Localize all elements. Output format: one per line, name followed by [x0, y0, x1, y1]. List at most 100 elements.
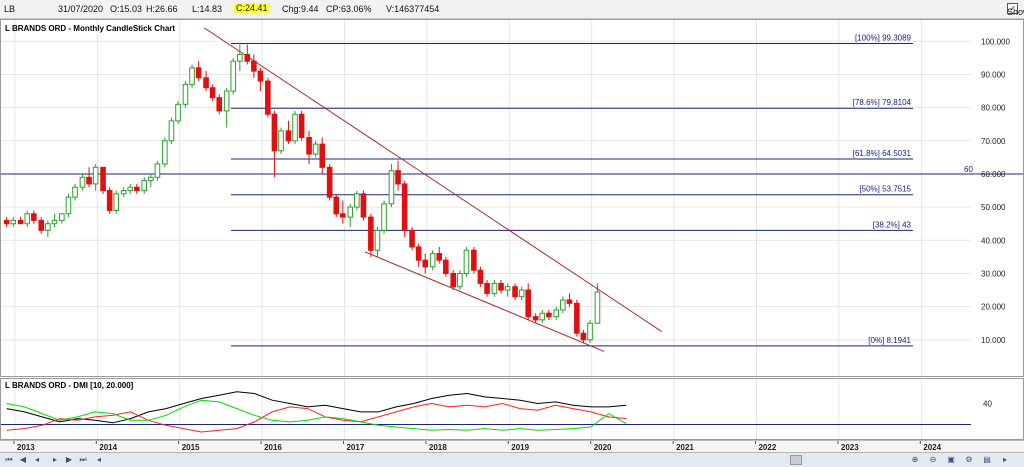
- y-tick-label: 100.000: [981, 37, 1010, 46]
- candle-body: [182, 83, 189, 105]
- candle: [189, 64, 195, 88]
- quote-status-bar: LB 31/07/2020 O:15.03 H:26.66 L:14.83 C:…: [0, 0, 1024, 19]
- last-page-icon[interactable]: ⏭: [79, 455, 87, 464]
- candle: [539, 309, 546, 324]
- candle-body: [553, 309, 560, 318]
- candle-body: [484, 282, 490, 294]
- step-forward-icon[interactable]: ▸: [52, 455, 57, 464]
- candle-body: [306, 136, 312, 155]
- candle-body: [24, 213, 31, 225]
- y-tick-label: 30.000: [981, 269, 1006, 278]
- candle: [422, 253, 429, 274]
- candle: [443, 256, 449, 277]
- zoom-out-icon[interactable]: ⊖: [929, 455, 937, 464]
- candle-body: [319, 143, 326, 168]
- chart-grid: 60: [1, 20, 1023, 376]
- candle-body: [154, 163, 161, 178]
- candle-body: [512, 286, 518, 298]
- fibonacci-levels: [100%] 99.3089 [78.6%] 79.8104 [61.8%] 64.…: [231, 34, 913, 347]
- candle: [587, 319, 593, 344]
- fit-icon[interactable]: ▣: [947, 455, 955, 464]
- candle-body: [162, 140, 168, 165]
- candle-body: [92, 166, 99, 185]
- candle: [333, 193, 340, 218]
- trendline[interactable]: [364, 251, 605, 352]
- candle-body: [17, 219, 24, 225]
- dmi-series-line: [6, 399, 627, 431]
- first-page-icon[interactable]: ⏮: [5, 455, 13, 464]
- candle: [374, 227, 381, 257]
- candle-body: [422, 259, 429, 268]
- candle: [532, 313, 539, 324]
- candle: [154, 160, 161, 181]
- candle: [436, 246, 443, 264]
- candlestick-chart-panel[interactable]: 60 [100%] 99.3089 [78.6%] 79.8104 [61.8%] …: [0, 19, 1024, 377]
- candle-body: [518, 289, 525, 298]
- scroll-left-icon[interactable]: ◂: [96, 455, 101, 464]
- candlestick-chart[interactable]: 60 [100%] 99.3089 [78.6%] 79.8104 [61.8%] …: [1, 20, 1023, 376]
- fib-level-label: [100%] 99.3089: [855, 34, 912, 43]
- x-tick-label: 2020: [594, 443, 612, 452]
- candle-body: [574, 302, 580, 334]
- candle-body: [59, 213, 65, 221]
- show-last-label: Show Last: [1007, 7, 1024, 17]
- x-tick-label: 2015: [182, 443, 200, 452]
- candle-body: [79, 176, 86, 188]
- candle-body: [368, 216, 374, 251]
- zoom-in-icon[interactable]: ⊕: [911, 455, 919, 464]
- candle: [195, 61, 202, 82]
- candle-body: [381, 203, 387, 231]
- dmi-series-lines: [6, 391, 627, 433]
- candle: [415, 243, 422, 267]
- fib-level-label: [0%] 8.1941: [868, 336, 911, 345]
- candle: [182, 81, 189, 108]
- page-forward-icon[interactable]: ▶: [65, 455, 73, 464]
- candle-body: [134, 186, 140, 192]
- candle: [3, 217, 10, 228]
- dmi-series-line: [6, 391, 627, 424]
- candle: [168, 117, 175, 145]
- candle-body: [65, 196, 72, 215]
- settings-icon[interactable]: ⚙: [965, 455, 973, 464]
- candle: [484, 280, 490, 297]
- step-back-icon[interactable]: ◂: [34, 455, 39, 464]
- candle-body: [415, 246, 422, 261]
- candle: [216, 94, 223, 115]
- candle-body: [326, 166, 333, 198]
- y-tick-label: 40.000: [981, 236, 1006, 245]
- candle: [141, 177, 148, 194]
- candle-body: [532, 316, 539, 321]
- scroll-right-icon[interactable]: ▸: [1002, 455, 1007, 464]
- candle-body: [587, 322, 593, 341]
- candle-body: [429, 253, 436, 268]
- show-last-toggle[interactable]: ✓ Show Last: [1007, 3, 1024, 17]
- dmi-indicator-panel[interactable]: 40 L BRANDS ORD - DMI [10, 20.000]: [0, 378, 1024, 440]
- candle: [580, 329, 587, 344]
- candle: [38, 217, 45, 234]
- candle-body: [580, 332, 587, 341]
- print-icon[interactable]: ▤: [983, 455, 991, 464]
- horizontal-scrollbar-thumb[interactable]: [790, 455, 802, 465]
- candle: [368, 213, 374, 257]
- candle-body: [113, 193, 120, 211]
- x-tick-label: 2017: [346, 443, 364, 452]
- candle: [237, 44, 243, 72]
- page-back-icon[interactable]: ◀: [19, 455, 27, 464]
- candle: [553, 306, 560, 320]
- candle-body: [10, 219, 17, 225]
- fib-level-label: [50%] 53.7515: [859, 185, 911, 194]
- candle: [319, 137, 326, 174]
- dmi-chart[interactable]: 40 L BRANDS ORD - DMI [10, 20.000]: [1, 379, 1023, 439]
- show-last-checkbox[interactable]: ✓: [1007, 3, 1018, 14]
- y-tick-label: 20.000: [981, 303, 1006, 312]
- open-label: O:15.03: [110, 4, 143, 14]
- candle-body: [333, 196, 340, 215]
- candle: [429, 250, 436, 271]
- x-axis-bar: 2013 2014 2015 2016 2017 2018 2019 2020 2021 2022…: [0, 440, 1024, 453]
- candle: [203, 71, 209, 92]
- candle-body: [347, 206, 354, 218]
- trendline[interactable]: [204, 27, 663, 332]
- x-axis: 2013 2014 2015 2016 2017 2018 2019 2020 2021 2022…: [13, 441, 942, 452]
- candle-body: [189, 67, 195, 85]
- trendlines: [204, 27, 663, 352]
